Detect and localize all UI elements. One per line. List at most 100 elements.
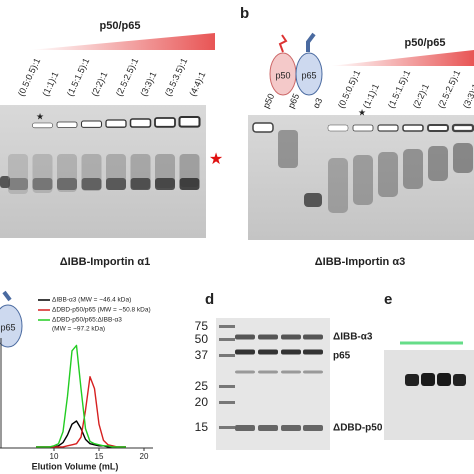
band (403, 149, 423, 189)
band (106, 178, 126, 190)
band (57, 178, 77, 190)
gradient (330, 50, 474, 66)
caption: ΔIBB-Importin α3 (315, 256, 405, 268)
panel-label: b (240, 5, 249, 22)
lane-label: p50 (261, 92, 276, 110)
x-axis-label: Elution Volume (mL) (32, 461, 119, 471)
band-label: ΔDBD-p50 (333, 423, 383, 434)
band (281, 425, 301, 431)
band (179, 178, 200, 190)
schematic-p65 (295, 52, 323, 96)
lane-label: (1.5:1.5):1 (65, 56, 91, 97)
band (378, 152, 398, 197)
mw-label: 25 (195, 379, 209, 393)
band (328, 158, 348, 213)
band (258, 349, 278, 355)
lane-label: (0.5:0.5):1 (336, 68, 362, 109)
caption: ΔIBB-Importin α1 (60, 256, 150, 268)
band (81, 178, 102, 190)
gradient (30, 33, 215, 50)
x-tick-label: 10 (50, 452, 59, 461)
band (402, 124, 424, 132)
lane-label: (1:1):1 (361, 82, 381, 110)
mw-label: 50 (195, 332, 209, 346)
band (252, 122, 274, 133)
ladder-band (219, 338, 235, 341)
band (281, 349, 301, 355)
band (32, 154, 53, 193)
lane-label: (4:4):1 (187, 70, 207, 98)
band (303, 425, 323, 431)
band (303, 334, 323, 340)
band (421, 373, 435, 386)
mw-label: 15 (195, 420, 209, 434)
lane-star: ★ (36, 111, 44, 121)
mw-label: 20 (195, 395, 209, 409)
lane-label: (0.5:0.5):1 (16, 56, 42, 97)
band (258, 425, 278, 431)
band (281, 370, 301, 374)
band (8, 154, 28, 194)
band (453, 143, 473, 173)
lane-label: (1:1):1 (40, 70, 60, 98)
lane-label: p65 (286, 92, 301, 110)
band (303, 370, 323, 374)
band-label: p65 (333, 351, 351, 362)
ladder-band (219, 385, 235, 388)
band (353, 155, 373, 205)
band (303, 349, 323, 355)
band (405, 374, 419, 386)
band (352, 124, 374, 132)
gradient-label: p50/p65 (100, 20, 141, 32)
panel-label: d (205, 291, 214, 308)
band (304, 193, 322, 207)
legend-label: (MW = ~97.2 kDa) (52, 326, 105, 333)
x-tick-label: 20 (140, 452, 149, 461)
lane-label: α3 (311, 96, 324, 109)
band (258, 334, 278, 340)
panel-label: e (384, 291, 392, 308)
band (0, 176, 10, 188)
schematic-tail (306, 32, 316, 52)
mw-label: 75 (195, 319, 209, 333)
mw-label: 37 (195, 348, 209, 362)
gradient-label: p50/p65 (405, 37, 446, 49)
schematic-label: p65 (0, 322, 15, 332)
band (235, 370, 255, 374)
gel (384, 350, 474, 440)
band (235, 425, 255, 431)
band (129, 118, 152, 128)
series-line (36, 344, 126, 448)
schematic-tail (2, 290, 12, 302)
band (155, 178, 175, 190)
band (428, 146, 448, 181)
band (235, 334, 255, 340)
schematic-p65 (0, 304, 23, 348)
band-label: ΔIBB-α3 (333, 332, 373, 343)
band (427, 124, 449, 132)
band (154, 117, 176, 128)
lane-label: (3:3):1 (461, 82, 474, 110)
band (235, 349, 255, 355)
band (437, 373, 451, 386)
gel-bands (405, 373, 466, 386)
lane-star: ★ (358, 107, 366, 117)
ladder-band (219, 354, 235, 357)
chromatogram: 10 15 20 Elution Volume (mL) ΔIBB-α3 (MW = ~… (0, 297, 153, 471)
band (327, 124, 349, 132)
band (258, 370, 278, 374)
lane-label: (3:3):1 (138, 70, 158, 98)
schematic-label: p50 (275, 70, 290, 80)
schematic-label: p65 (301, 70, 316, 80)
band (8, 178, 28, 190)
band (32, 122, 53, 129)
legend-label: ΔIBB-α3 (MW = ~46.4 kDa) (52, 297, 131, 304)
legend-label: ΔDBD-p50/p65 (MW = ~50.8 kDa) (52, 307, 151, 314)
band (453, 374, 466, 386)
lane-label: (3.5:3.5):1 (163, 56, 189, 97)
band (451, 123, 474, 133)
band (178, 115, 201, 128)
lane-label: (2:2):1 (89, 70, 109, 98)
lane-label: (2.5:2.5):1 (436, 68, 462, 109)
ladder-band (219, 401, 235, 404)
